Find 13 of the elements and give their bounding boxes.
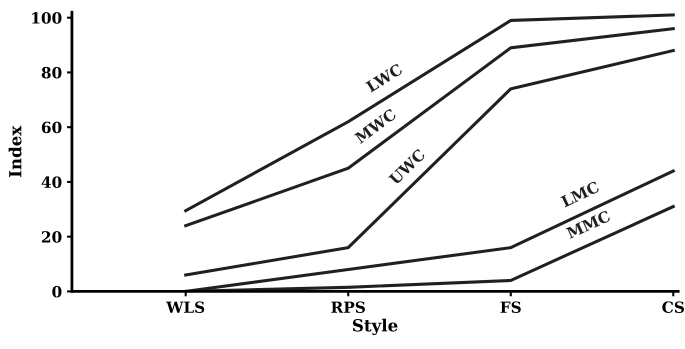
x-tick-label: CS bbox=[662, 301, 684, 313]
line-series bbox=[184, 49, 675, 277]
y-tick-label: 100 bbox=[32, 12, 62, 24]
y-tick-label: 60 bbox=[42, 122, 62, 134]
x-axis-title: Style bbox=[352, 318, 398, 336]
x-tick-label: RPS bbox=[331, 301, 365, 313]
y-tick-label: 20 bbox=[42, 231, 62, 243]
y-tick-label: 0 bbox=[52, 286, 62, 298]
x-tick-label: FS bbox=[500, 301, 521, 313]
y-tick-label: 80 bbox=[42, 66, 62, 78]
x-tick-label: WLS bbox=[166, 301, 204, 313]
y-tick-label: 40 bbox=[42, 176, 62, 188]
y-axis-title: Index bbox=[8, 126, 22, 178]
